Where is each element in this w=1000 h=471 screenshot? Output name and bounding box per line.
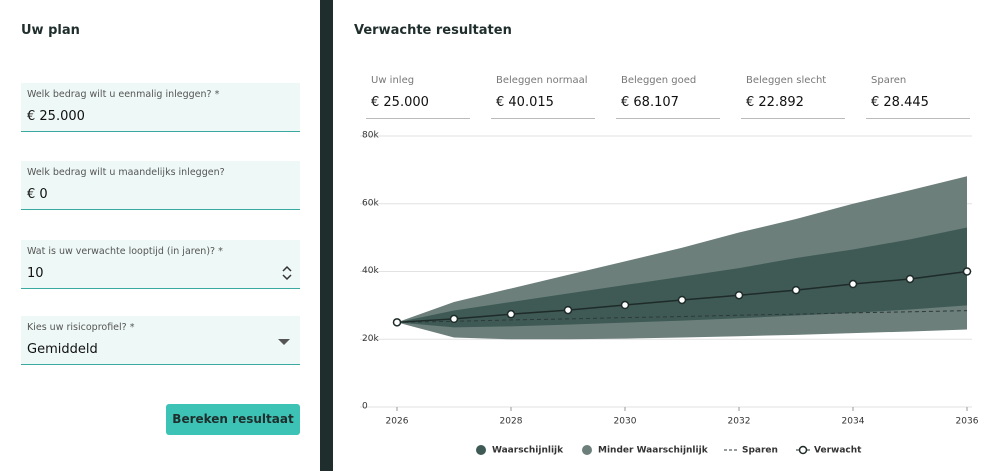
dropdown-icon[interactable] bbox=[277, 337, 291, 347]
stat-value: € 22.892 bbox=[746, 95, 804, 110]
field-label: Wat is uw verwachte looptijd (in jaren)?… bbox=[27, 246, 223, 257]
stat-label: Beleggen goed bbox=[621, 75, 697, 86]
y-tick-label: 0 bbox=[362, 402, 368, 412]
stat: Beleggen slecht € 22.892 bbox=[741, 72, 845, 119]
point bbox=[677, 295, 687, 305]
x-tick-label: 2032 bbox=[728, 417, 751, 427]
stat: Beleggen normaal € 40.015 bbox=[491, 72, 595, 119]
point bbox=[848, 279, 858, 289]
legend-label: Minder Waarschijnlijk bbox=[598, 446, 709, 456]
field-label: Kies uw risicoprofiel? * bbox=[27, 322, 135, 333]
submit-button[interactable]: Bereken resultaat bbox=[166, 404, 300, 435]
point bbox=[392, 318, 402, 327]
legend-swatch bbox=[798, 445, 808, 455]
legend-label: Verwacht bbox=[814, 446, 862, 456]
field-label: Welk bedrag wilt u maandelijks inleggen? bbox=[27, 167, 225, 178]
y-tick-label: 60k bbox=[362, 198, 379, 208]
stat-label: Beleggen normaal bbox=[496, 75, 588, 86]
field-label: Welk bedrag wilt u eenmalig inleggen? * bbox=[27, 89, 220, 100]
point bbox=[962, 267, 972, 276]
legend-label: Sparen bbox=[742, 446, 778, 456]
stat-label: Beleggen slecht bbox=[746, 75, 827, 86]
spinner-icon[interactable] bbox=[281, 264, 293, 282]
point bbox=[905, 274, 915, 284]
point bbox=[620, 300, 630, 310]
select-field[interactable]: Kies uw risicoprofiel? * Gemiddeld bbox=[21, 316, 300, 365]
legend-swatch bbox=[582, 445, 592, 455]
line bbox=[396, 270, 968, 324]
stat-value: € 28.445 bbox=[871, 95, 929, 110]
stat: Uw inleg € 25.000 bbox=[366, 72, 470, 119]
x-tick-label: 2030 bbox=[614, 417, 637, 427]
legend-swatch bbox=[476, 445, 486, 455]
y-tick-label: 80k bbox=[362, 131, 379, 141]
range-band bbox=[397, 176, 967, 340]
stat-value: € 68.107 bbox=[621, 95, 679, 110]
field-value: € 0 bbox=[27, 187, 48, 202]
legend-label: Waarschijnlijk bbox=[492, 446, 564, 456]
stat: Beleggen goed € 68.107 bbox=[616, 72, 720, 119]
stat-label: Uw inleg bbox=[371, 75, 415, 86]
point bbox=[734, 290, 744, 300]
results-title: Verwachte resultaten bbox=[354, 23, 512, 38]
stat-value: € 40.015 bbox=[496, 95, 554, 110]
plan-panel: Uw plan Welk bedrag wilt u eenmalig inle… bbox=[0, 0, 320, 471]
plan-title: Uw plan bbox=[21, 23, 80, 38]
input-field[interactable]: Wat is uw verwachte looptijd (in jaren)?… bbox=[21, 240, 300, 289]
input-field[interactable]: Welk bedrag wilt u eenmalig inleggen? * €… bbox=[21, 83, 300, 132]
field-value: € 25.000 bbox=[27, 109, 85, 124]
dashed-line bbox=[396, 310, 968, 323]
range-band bbox=[397, 227, 967, 328]
point bbox=[449, 314, 459, 324]
field-value: Gemiddeld bbox=[27, 342, 98, 357]
input-field[interactable]: Welk bedrag wilt u maandelijks inleggen?… bbox=[21, 161, 300, 210]
y-tick-label: 40k bbox=[362, 266, 379, 276]
x-tick-label: 2026 bbox=[386, 417, 409, 427]
x-tick-label: 2034 bbox=[842, 417, 865, 427]
x-tick-label: 2036 bbox=[956, 417, 979, 427]
stat: Sparen € 28.445 bbox=[866, 72, 970, 119]
y-tick-label: 20k bbox=[362, 334, 379, 344]
stat-label: Sparen bbox=[871, 75, 907, 86]
point bbox=[791, 285, 801, 295]
x-tick-label: 2028 bbox=[500, 417, 523, 427]
stat-value: € 25.000 bbox=[371, 95, 429, 110]
divider bbox=[320, 0, 333, 471]
point bbox=[506, 309, 516, 319]
point bbox=[563, 305, 573, 315]
field-value: 10 bbox=[27, 266, 44, 281]
